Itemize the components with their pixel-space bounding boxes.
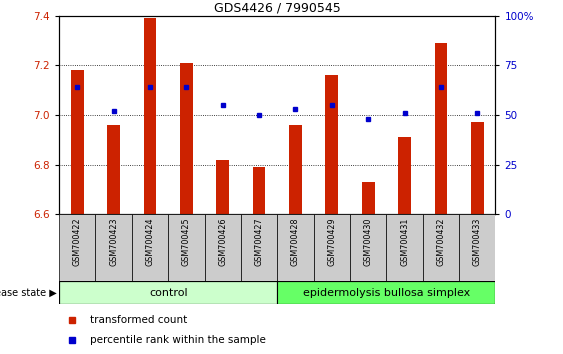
Text: GSM700422: GSM700422 — [73, 217, 82, 266]
Bar — [423, 214, 459, 281]
Bar — [350, 214, 386, 281]
Text: GSM700427: GSM700427 — [254, 217, 263, 266]
Bar — [459, 214, 495, 281]
Text: control: control — [149, 288, 187, 298]
Text: percentile rank within the sample: percentile rank within the sample — [90, 335, 266, 345]
Bar — [325, 75, 338, 214]
Bar — [59, 281, 277, 304]
Text: GSM700430: GSM700430 — [364, 217, 373, 266]
Text: transformed count: transformed count — [90, 315, 187, 325]
Bar — [180, 63, 193, 214]
Bar — [241, 214, 277, 281]
Bar — [435, 43, 447, 214]
Bar — [168, 214, 204, 281]
Text: GSM700431: GSM700431 — [400, 217, 409, 266]
Text: GSM700429: GSM700429 — [327, 217, 336, 266]
Text: GSM700428: GSM700428 — [291, 217, 300, 266]
Title: GDS4426 / 7990545: GDS4426 / 7990545 — [214, 2, 341, 15]
Text: GSM700432: GSM700432 — [436, 217, 445, 266]
Bar — [204, 214, 241, 281]
Text: GSM700425: GSM700425 — [182, 217, 191, 266]
Bar — [314, 214, 350, 281]
Text: GSM700424: GSM700424 — [145, 217, 154, 266]
Bar — [59, 214, 96, 281]
Bar — [386, 214, 423, 281]
Bar — [96, 214, 132, 281]
Text: disease state ▶: disease state ▶ — [0, 288, 56, 298]
Bar — [132, 214, 168, 281]
Bar — [289, 125, 302, 214]
Bar — [471, 122, 484, 214]
Bar — [277, 281, 495, 304]
Bar — [362, 182, 374, 214]
Text: epidermolysis bullosa simplex: epidermolysis bullosa simplex — [303, 288, 470, 298]
Bar — [278, 214, 314, 281]
Text: GSM700426: GSM700426 — [218, 217, 227, 266]
Bar — [108, 125, 120, 214]
Bar — [71, 70, 84, 214]
Text: GSM700433: GSM700433 — [473, 217, 482, 266]
Bar — [144, 18, 157, 214]
Bar — [253, 167, 266, 214]
Bar — [216, 160, 229, 214]
Text: GSM700423: GSM700423 — [109, 217, 118, 266]
Bar — [398, 137, 411, 214]
